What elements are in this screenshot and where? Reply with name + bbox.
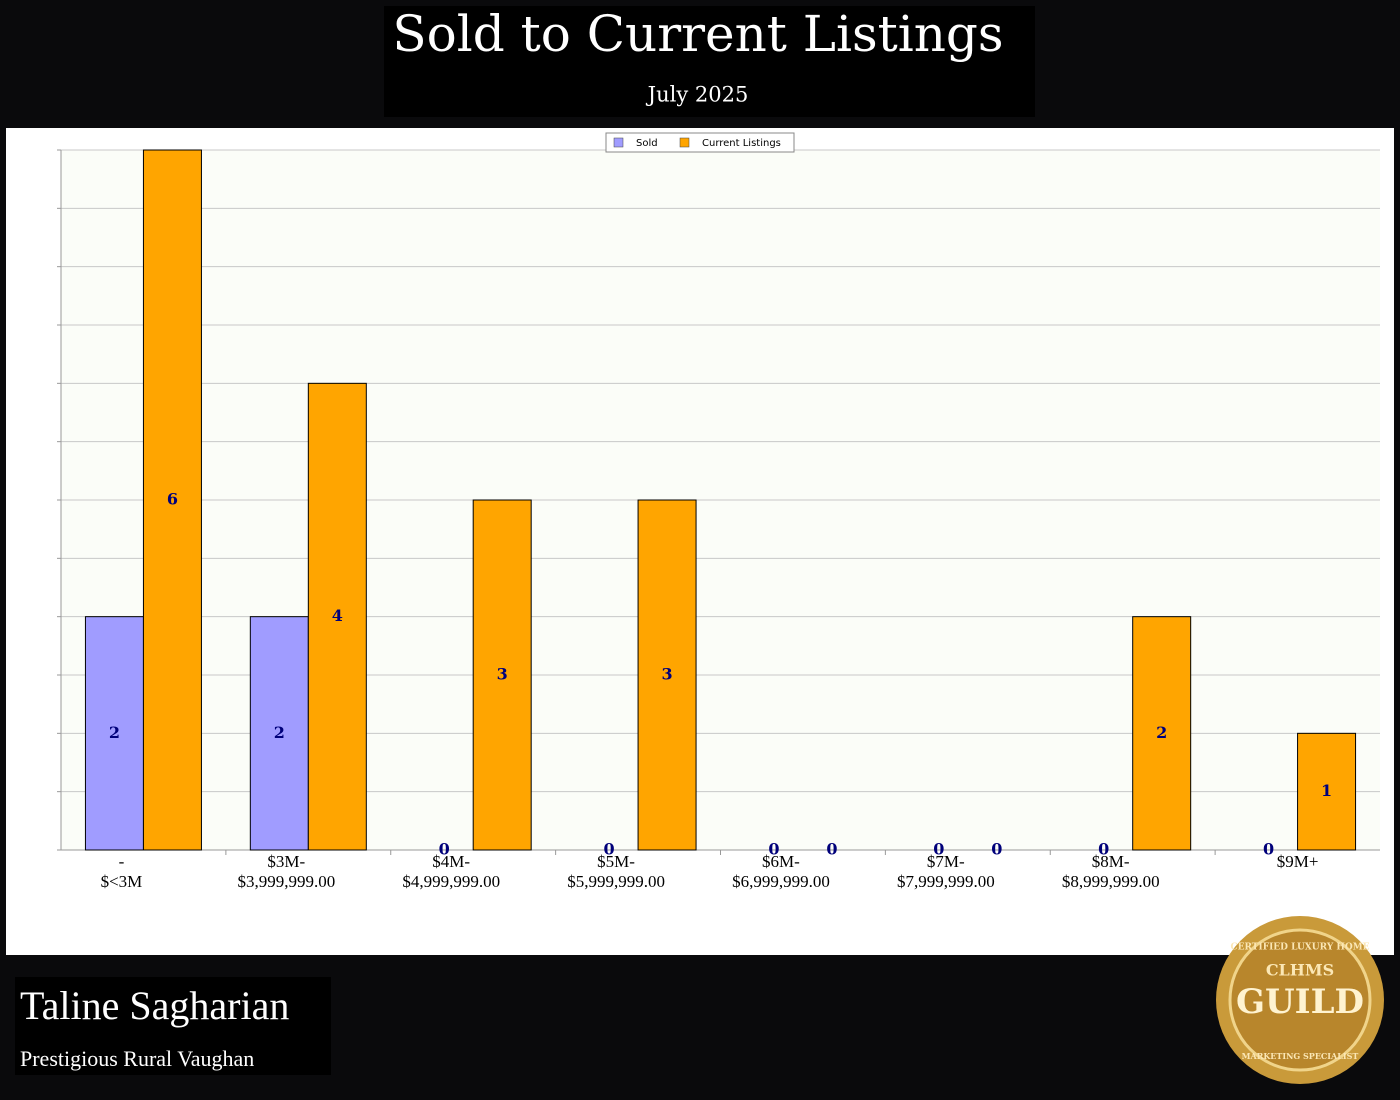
bar bbox=[472, 499, 532, 851]
value-label: 2 bbox=[109, 723, 120, 742]
title-box bbox=[384, 6, 1035, 117]
agent-box bbox=[15, 977, 331, 1075]
value-label: 0 bbox=[933, 840, 944, 859]
legend-label: Sold bbox=[636, 138, 658, 149]
bar bbox=[249, 616, 309, 851]
badge-word: GUILD bbox=[1236, 982, 1364, 1022]
x-tick-label: $7,999,999.00 bbox=[897, 872, 995, 891]
legend-swatch bbox=[613, 137, 624, 148]
bar bbox=[142, 149, 202, 851]
value-label: 0 bbox=[1098, 840, 1109, 859]
badge-bottom: MARKETING SPECIALIST bbox=[1242, 1051, 1359, 1061]
value-label: 0 bbox=[991, 840, 1002, 859]
agent-name: Taline Sagharian bbox=[20, 983, 289, 1028]
badge: CERTIFIED LUXURY HOME CLHMS GUILD MARKET… bbox=[1216, 916, 1384, 1084]
legend-label: Current Listings bbox=[702, 138, 781, 149]
agent-area: Prestigious Rural Vaughan bbox=[20, 1046, 254, 1071]
value-label: 0 bbox=[826, 840, 837, 859]
value-label: 0 bbox=[439, 840, 450, 859]
x-tick-label: $<3M bbox=[101, 872, 143, 891]
chart-subtitle: July 2025 bbox=[646, 83, 749, 107]
value-label: 0 bbox=[768, 840, 779, 859]
value-label: 0 bbox=[603, 840, 614, 859]
x-tick-label: $6,999,999.00 bbox=[732, 872, 830, 891]
value-label: 2 bbox=[1156, 723, 1167, 742]
value-label: 3 bbox=[497, 665, 508, 684]
legend-swatch bbox=[679, 137, 690, 148]
x-tick-label: $9M+ bbox=[1277, 852, 1319, 871]
x-tick-label: $5,999,999.00 bbox=[567, 872, 665, 891]
value-label: 6 bbox=[167, 490, 178, 509]
value-label: 4 bbox=[332, 606, 343, 625]
value-label: 3 bbox=[661, 665, 672, 684]
bar bbox=[637, 499, 697, 851]
x-tick-label: $3,999,999.00 bbox=[237, 872, 335, 891]
value-label: 0 bbox=[1263, 840, 1274, 859]
badge-top: CERTIFIED LUXURY HOME bbox=[1230, 943, 1369, 953]
x-tick-label: $4,999,999.00 bbox=[402, 872, 500, 891]
x-tick-label: $8,999,999.00 bbox=[1062, 872, 1160, 891]
legend-box bbox=[605, 132, 795, 153]
value-label: 1 bbox=[1321, 781, 1332, 800]
x-tick-label: $4M- bbox=[432, 852, 470, 871]
x-tick-label: $3M- bbox=[267, 852, 305, 871]
bar bbox=[307, 382, 367, 851]
x-tick-label: $8M- bbox=[1092, 852, 1130, 871]
bar bbox=[1297, 732, 1357, 851]
bar bbox=[84, 616, 144, 851]
bar bbox=[1132, 616, 1192, 851]
badge-mark: CLHMS bbox=[1266, 961, 1334, 980]
x-tick-label: $6M- bbox=[762, 852, 800, 871]
badge-inner bbox=[1228, 928, 1372, 1072]
value-label: 2 bbox=[274, 723, 285, 742]
x-tick-label: $7M- bbox=[927, 852, 965, 871]
x-tick-label: $5M- bbox=[597, 852, 635, 871]
x-tick-label: - bbox=[119, 852, 125, 871]
chart-title: Sold to Current Listings bbox=[392, 5, 1003, 63]
